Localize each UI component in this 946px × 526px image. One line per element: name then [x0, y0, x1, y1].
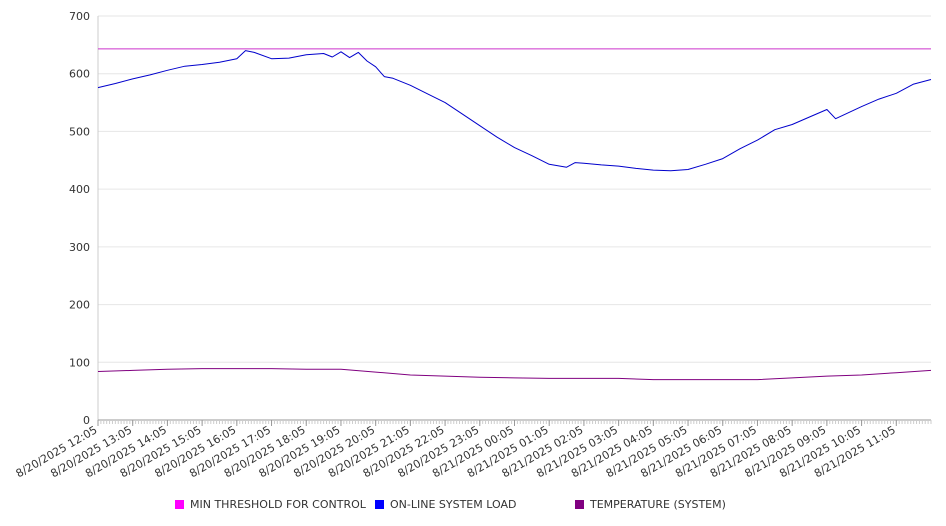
legend-swatch [575, 500, 584, 509]
y-tick-label: 600 [69, 68, 90, 81]
legend: MIN THRESHOLD FOR CONTROL ON-LINE SYSTEM… [0, 498, 946, 516]
legend-item-online-system-load: ON-LINE SYSTEM LOAD [375, 498, 516, 511]
legend-item-temperature: TEMPERATURE (SYSTEM) [575, 498, 726, 511]
gridlines [98, 15, 931, 363]
y-tick-label: 200 [69, 299, 90, 312]
legend-label: MIN THRESHOLD FOR CONTROL [190, 498, 366, 511]
x-axis: 8/20/2025 12:058/20/2025 13:058/20/2025 … [14, 419, 932, 480]
y-tick-label: 700 [69, 10, 90, 23]
y-tick-label: 0 [83, 414, 90, 427]
plot-series [97, 48, 932, 381]
legend-label: TEMPERATURE (SYSTEM) [590, 498, 726, 511]
legend-swatch [175, 500, 184, 509]
y-axis: 0 100 200 300 400 500 600 700 [69, 10, 99, 427]
series-line-2 [97, 368, 932, 381]
y-tick-label: 500 [69, 125, 90, 138]
y-tick-label: 300 [69, 241, 90, 254]
legend-item-min-threshold: MIN THRESHOLD FOR CONTROL [175, 498, 366, 511]
legend-label: ON-LINE SYSTEM LOAD [390, 498, 517, 511]
y-tick-label: 100 [69, 356, 90, 369]
legend-swatch [375, 500, 384, 509]
series-line-1 [97, 50, 932, 172]
y-tick-label: 400 [69, 183, 90, 196]
